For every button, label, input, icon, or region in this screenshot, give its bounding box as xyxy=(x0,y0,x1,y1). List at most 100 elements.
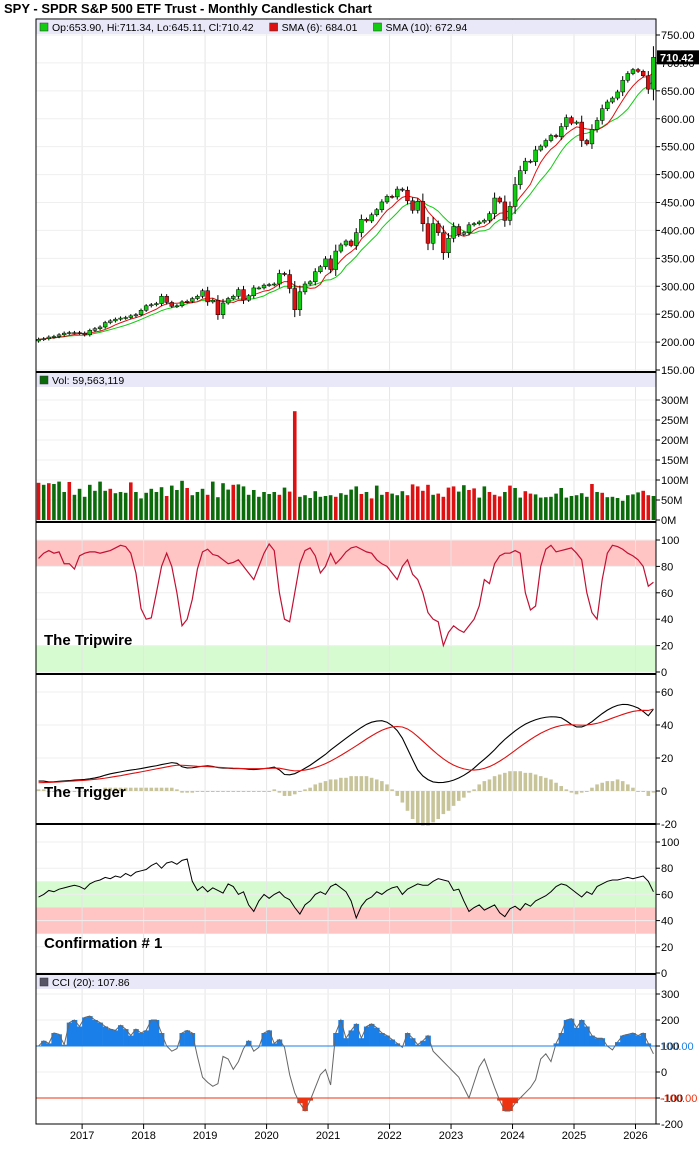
candle xyxy=(292,288,297,310)
volume-bar xyxy=(610,496,615,520)
volume-bar xyxy=(241,486,246,520)
candle xyxy=(61,332,67,336)
histogram-bar xyxy=(585,791,589,792)
volume-bar xyxy=(287,491,292,520)
zone-band xyxy=(36,920,656,934)
histogram-bar xyxy=(287,791,292,796)
volume-bar xyxy=(508,485,512,520)
candle xyxy=(87,330,92,336)
histogram-bar xyxy=(267,791,271,792)
histogram-bar xyxy=(190,791,195,793)
candle xyxy=(282,273,287,275)
histogram-bar xyxy=(47,791,51,792)
candle xyxy=(302,283,308,293)
candle xyxy=(92,328,98,331)
y-tick-label: 600.00 xyxy=(661,114,695,126)
y-tick-label: 20 xyxy=(661,942,673,954)
volume-bar xyxy=(318,496,323,520)
histogram-bar xyxy=(533,774,538,791)
volume-bar xyxy=(180,480,184,520)
histogram-bar xyxy=(487,779,492,791)
volume-bar xyxy=(118,492,123,520)
histogram-bar xyxy=(205,791,210,792)
cci-overbought-fill xyxy=(363,1026,370,1046)
candle xyxy=(195,296,200,299)
candle xyxy=(318,266,323,272)
volume-bar xyxy=(538,497,543,520)
candle xyxy=(640,71,646,77)
y-tick-label: -200 xyxy=(661,1119,683,1131)
histogram-bar xyxy=(134,787,138,791)
histogram-bar xyxy=(646,791,651,796)
tripwire-panel: 100 80 60 40 20 0 The Tripwire xyxy=(36,522,679,679)
histogram-bar xyxy=(462,791,466,798)
histogram-bar xyxy=(88,791,92,792)
histogram-bar xyxy=(154,787,159,791)
histogram-bar xyxy=(620,781,625,791)
y-tick-label: 350.00 xyxy=(661,253,695,265)
candle xyxy=(446,237,451,254)
y-tick-label: 300 xyxy=(661,989,679,1001)
histogram-bar xyxy=(369,777,374,791)
volume-bar xyxy=(93,490,97,520)
cci-overbought-fill xyxy=(158,1033,165,1046)
volume-bar xyxy=(518,497,523,520)
candle xyxy=(241,289,246,301)
histogram-bar xyxy=(139,787,143,791)
histogram-bar xyxy=(518,771,523,791)
volume-bar xyxy=(369,498,374,520)
x-tick-label: 2022 xyxy=(377,1130,401,1142)
candle xyxy=(56,334,62,337)
volume-bar xyxy=(579,493,584,520)
histogram-bar xyxy=(344,777,348,791)
histogram-bar xyxy=(216,791,220,792)
cci-overbought-fill xyxy=(579,1020,585,1046)
histogram-bar xyxy=(354,776,359,791)
histogram-bar xyxy=(251,791,256,792)
candle xyxy=(456,226,461,235)
candle xyxy=(113,318,118,322)
candle xyxy=(364,219,369,222)
candle xyxy=(179,301,185,307)
candle xyxy=(374,209,379,216)
volume-bar xyxy=(221,483,225,520)
x-tick-label: 2020 xyxy=(254,1130,278,1142)
legend-band xyxy=(36,20,656,34)
cci-overbought-fill xyxy=(338,1020,344,1046)
histogram-bar xyxy=(436,791,441,820)
volume-bar xyxy=(456,491,461,520)
volume-bar xyxy=(626,495,630,520)
y-tick-label: 20 xyxy=(661,753,673,765)
volume-bar xyxy=(349,489,353,520)
cci-overbought-fill xyxy=(189,1033,196,1046)
cci-overbought-fill xyxy=(87,1016,93,1046)
candle xyxy=(333,250,338,270)
volume-bar xyxy=(88,484,92,520)
candle xyxy=(231,296,236,299)
histogram-bar xyxy=(241,791,246,792)
volume-bar xyxy=(175,490,179,520)
cci-overbought-fill xyxy=(76,1026,83,1046)
candle xyxy=(51,336,57,338)
cci-overbought-fill xyxy=(640,1033,647,1046)
cci-overbought-fill xyxy=(276,1039,283,1046)
y-tick-label: 300M xyxy=(661,395,689,407)
candle xyxy=(72,332,77,334)
histogram-bar xyxy=(374,779,379,791)
histogram-bar xyxy=(513,771,517,791)
cci-line xyxy=(38,1015,654,1113)
candle xyxy=(82,332,87,336)
candle xyxy=(425,223,431,244)
candle xyxy=(569,117,574,124)
cci-overbought-fill xyxy=(574,1027,580,1046)
cci-overbought-fill xyxy=(374,1027,380,1046)
candle xyxy=(338,244,344,252)
candle xyxy=(236,289,241,297)
volume-bar xyxy=(595,492,599,520)
candle xyxy=(389,196,395,198)
cci-overbought-fill xyxy=(420,1040,426,1046)
x-tick-label: 2018 xyxy=(131,1130,155,1142)
volume-bar xyxy=(298,496,302,520)
histogram-bar xyxy=(574,791,579,795)
